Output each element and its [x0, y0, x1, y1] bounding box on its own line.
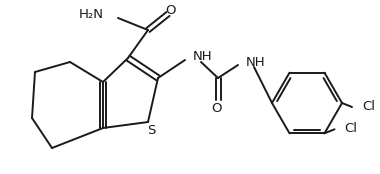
Text: S: S: [147, 125, 155, 137]
Text: H₂N: H₂N: [79, 7, 104, 21]
Text: NH: NH: [246, 56, 266, 69]
Text: Cl: Cl: [362, 101, 375, 113]
Text: O: O: [166, 3, 176, 17]
Text: O: O: [211, 102, 221, 116]
Text: NH: NH: [193, 50, 213, 64]
Text: Cl: Cl: [345, 122, 358, 135]
